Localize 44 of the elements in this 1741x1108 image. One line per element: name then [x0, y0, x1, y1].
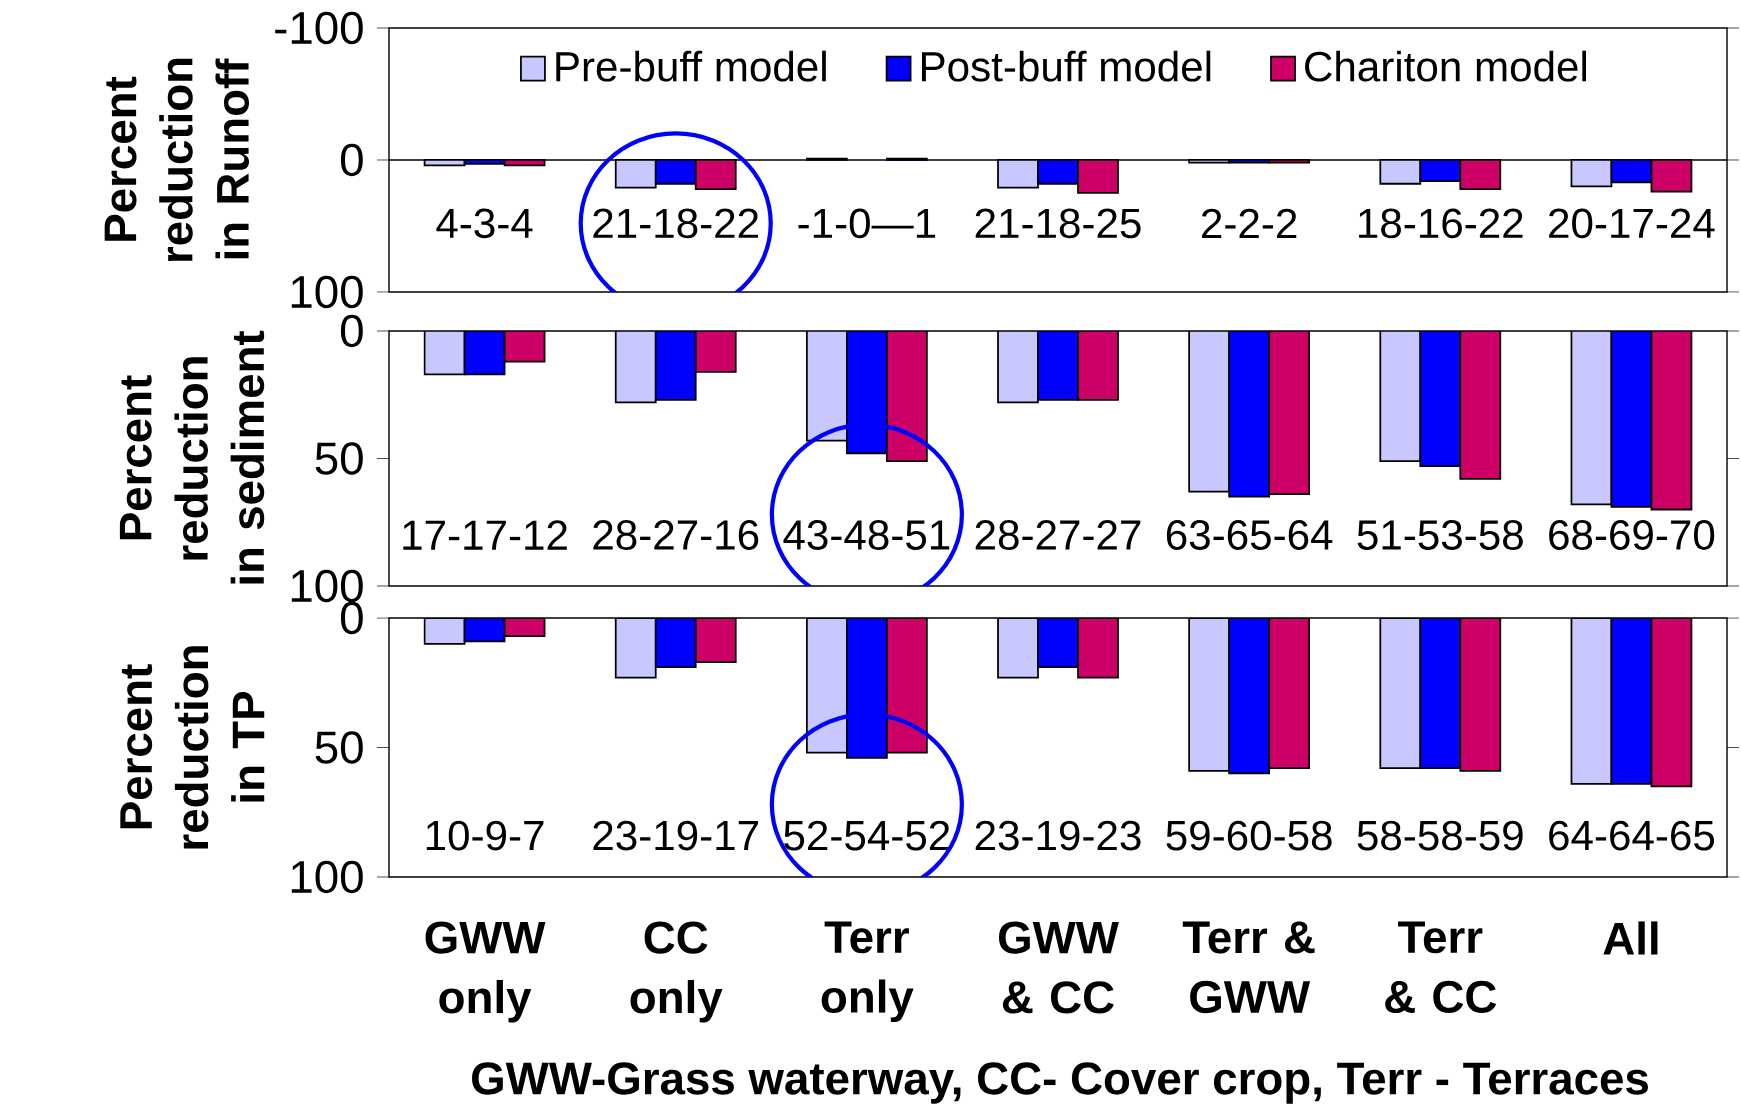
- y-tick-label: 50: [315, 442, 363, 475]
- annotation: 43-48-51: [783, 520, 950, 550]
- annotation: 23-19-23: [975, 820, 1141, 851]
- annotation: 52-54-52: [784, 820, 950, 851]
- y-axis-title: Percent reduction in sediment: [119, 330, 265, 584]
- annotation: 18-16-22: [1359, 208, 1523, 239]
- y-tick-label: 100: [291, 860, 363, 894]
- x-tick-label: GWW only: [425, 921, 546, 1023]
- y-tick-label: 100: [291, 275, 363, 309]
- x-tick-label: All: [1603, 921, 1658, 955]
- x-tick-label: Terr only: [821, 921, 914, 1023]
- annotation: 58-58-59: [1357, 820, 1523, 851]
- x-tick-label: Terr & CC: [1385, 921, 1497, 1014]
- y-axis-title: Percent reduction in TP: [120, 646, 265, 849]
- legend-label: Chariton model: [1305, 50, 1587, 82]
- y-axis-title: Percent reduction in Runoff: [104, 58, 250, 262]
- text: GWW-Grass waterway, CC- Cover crop, Terr - Terraces: [472, 1062, 1648, 1104]
- annotation: 59-60-58: [1166, 820, 1332, 851]
- annotation: 21-18-25: [975, 208, 1141, 239]
- y-tick-label: 50: [315, 731, 363, 764]
- legend-label: Post-buff model: [921, 50, 1211, 82]
- annotation: 63-65-64: [1166, 520, 1333, 550]
- legend-label: Pre-buff model: [556, 50, 826, 82]
- annotation: 10-9-7: [426, 820, 544, 851]
- y-tick-label: 100: [291, 569, 363, 603]
- annotation: 51-53-58: [1357, 520, 1523, 550]
- annotation: -1-0—1: [798, 208, 936, 239]
- y-tick-label: 0: [340, 143, 363, 177]
- y-tick-label: 0: [340, 601, 363, 635]
- annotation: 23-19-17: [593, 820, 758, 851]
- annotation: 28-27-16: [593, 520, 759, 550]
- annotation: 28-27-27: [975, 520, 1141, 550]
- annotation: 4-3-4: [436, 208, 533, 239]
- annotation: 20-17-24: [1549, 208, 1715, 239]
- x-tick-label: Terr & GWW: [1182, 921, 1315, 1014]
- y-tick-label: -100: [275, 11, 363, 45]
- x-tick-label: CC only: [630, 921, 723, 1023]
- y-tick-label: 0: [340, 314, 363, 348]
- annotation: 2-2-2: [1202, 208, 1297, 239]
- annotation: 21-18-22: [593, 208, 758, 239]
- annotation: 68-69-70: [1549, 520, 1715, 550]
- x-tick-label: GWW & CC: [998, 921, 1119, 1014]
- annotation: 17-17-12: [403, 520, 567, 550]
- annotation: 64-64-65: [1549, 820, 1715, 851]
